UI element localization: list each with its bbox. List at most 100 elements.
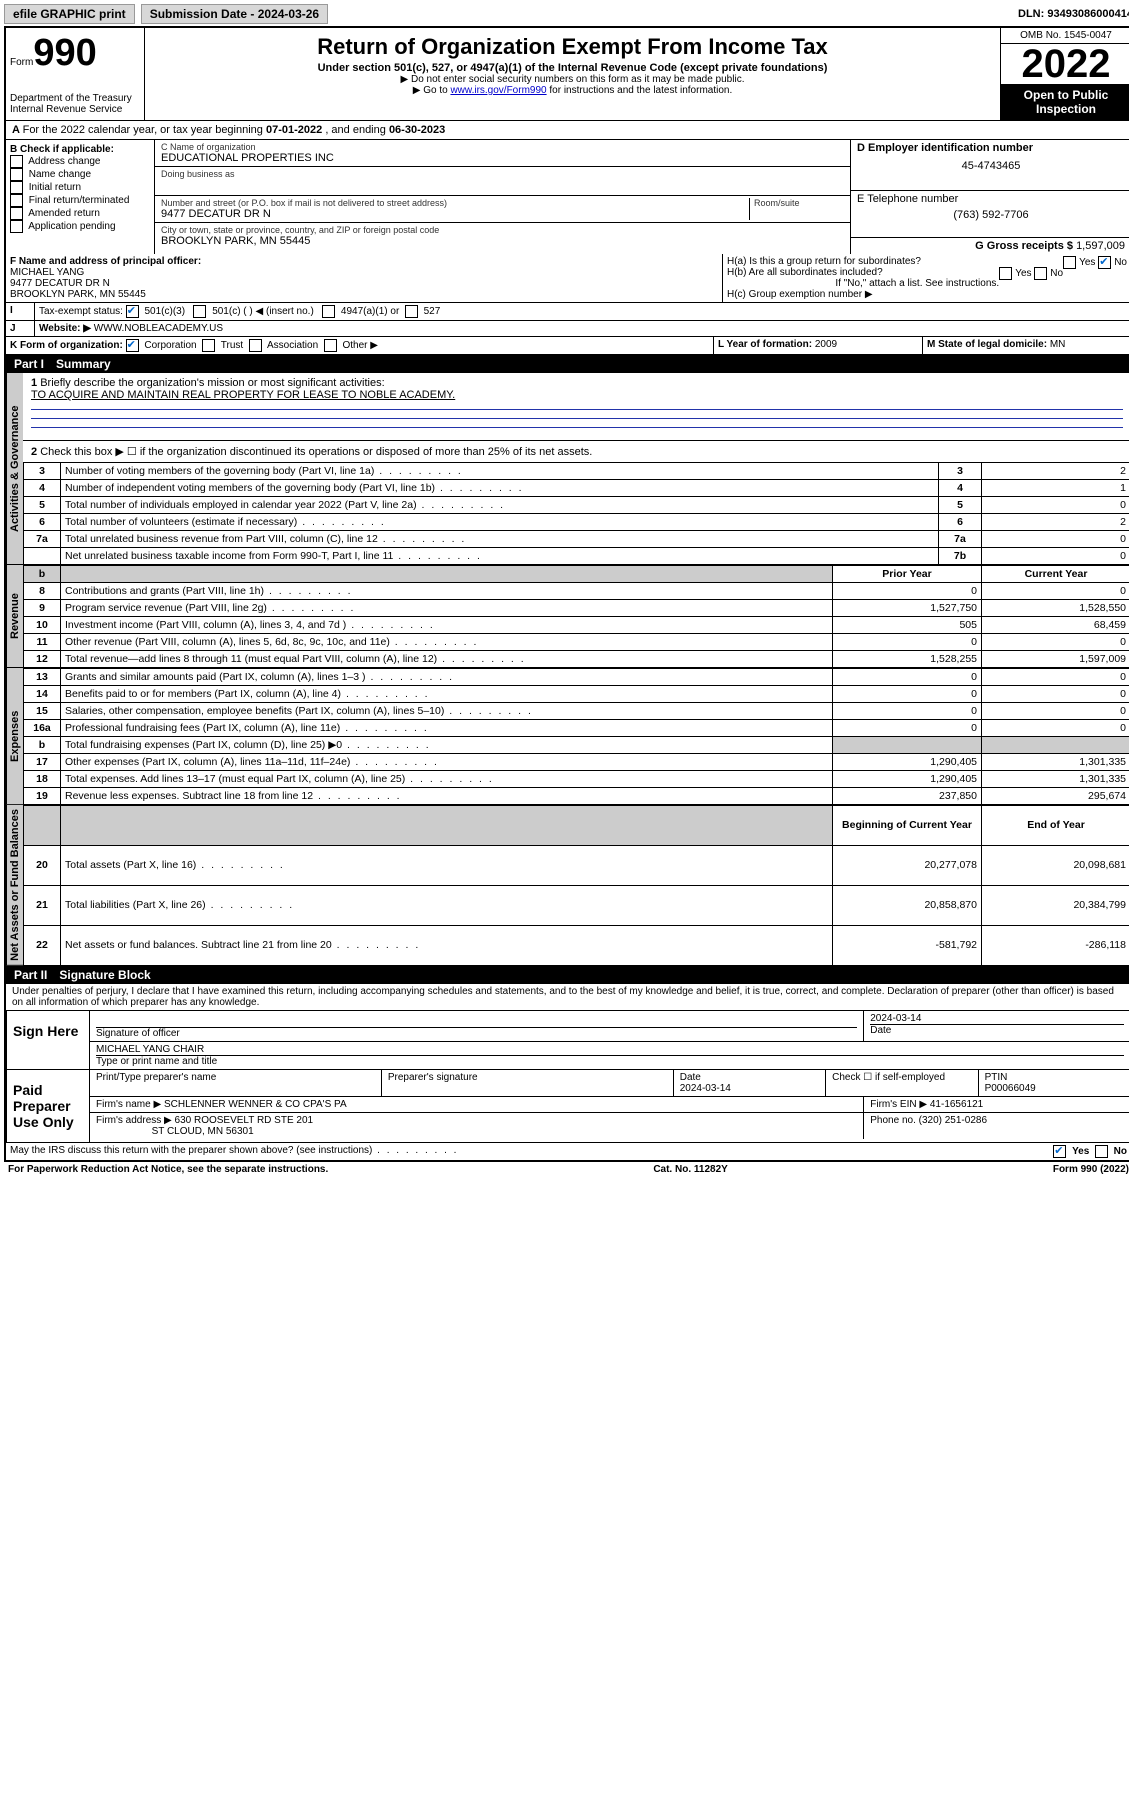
tab-gov: Activities & Governance [6,373,23,565]
table-rev: bPrior YearCurrent Year8Contributions an… [23,565,1129,668]
l-cell: L Year of formation: 2009 [714,337,923,354]
b-opt-chk[interactable] [10,207,23,220]
b-opt-chk[interactable] [10,155,23,168]
year-formation: 2009 [815,339,837,350]
b-opt-chk[interactable] [10,168,23,181]
m-label: M State of legal domicile: [927,339,1050,350]
form-no: 990 [33,32,96,74]
e-row: E Telephone number (763) 592-7706 [851,191,1129,238]
street-addr: 9477 DECATUR DR N [161,208,749,220]
ha-label: H(a) Is this a group return for subordin… [727,256,921,267]
sig-officer-cell: Signature of officer [90,1011,864,1041]
i-527-chk[interactable] [405,305,418,318]
i-o3: 4947(a)(1) or [341,306,399,317]
part1-header: Part I Summary [6,355,1129,373]
subdate: 2024-03-26 [258,7,319,21]
i-501c-chk[interactable] [193,305,206,318]
i-o4: 527 [424,306,441,317]
sig-name: MICHAEL YANG CHAIR [96,1044,1124,1056]
self-emp-chk: Check ☐ if self-employed [826,1070,978,1096]
k-other-chk[interactable] [324,339,337,352]
firm-ein-cell: Firm's EIN ▶ 41-1656121 [864,1097,1129,1112]
b-opt-chk[interactable] [10,181,23,194]
hb-label: H(b) Are all subordinates included? [727,267,883,278]
row-j: J Website: ▶ WWW.NOBLEACADEMY.US [6,321,1129,337]
may-yes: Yes [1072,1146,1089,1157]
part1-title: Summary [56,357,111,371]
org-name: EDUCATIONAL PROPERTIES INC [161,152,844,164]
hb-no-chk[interactable] [1034,267,1047,280]
b-opt-chk[interactable] [10,220,23,233]
top-bar: efile GRAPHIC print Submission Date - 20… [4,4,1129,24]
ha-no-chk[interactable] [1098,256,1111,269]
col-cd: C Name of organization EDUCATIONAL PROPE… [155,140,850,254]
row-fh: F Name and address of principal officer:… [6,254,1129,303]
a-end: 06-30-2023 [389,124,445,136]
may-text: May the IRS discuss this return with the… [10,1145,458,1156]
ha-row: H(a) Is this a group return for subordin… [727,256,1127,267]
hb-no: No [1050,268,1063,279]
dln-label: DLN: [1018,8,1047,20]
subdate-btn[interactable]: Submission Date - 2024-03-26 [141,4,328,24]
i-cell: Tax-exempt status: 501(c)(3) 501(c) ( ) … [35,303,1129,320]
c-city-row: City or town, state or province, country… [155,223,850,249]
efile-btn[interactable]: efile GRAPHIC print [4,4,135,24]
ha-yes-chk[interactable] [1063,256,1076,269]
i-o1: 501(c)(3) [144,306,185,317]
irs-link[interactable]: www.irs.gov/Form990 [450,85,546,96]
may-discuss-row: May the IRS discuss this return with the… [6,1143,1129,1160]
may-yes-chk[interactable] [1053,1145,1066,1158]
form-label: Form [10,57,33,68]
k-o1: Corporation [144,340,196,351]
tax-year: 2022 [1001,44,1129,84]
sig-date: 2024-03-14 [870,1013,1124,1024]
paid-prep-block: Paid Preparer Use Only Print/Type prepar… [6,1070,1129,1143]
prep-name-lbl: Print/Type preparer's name [90,1070,382,1096]
table-gov: 3Number of voting members of the governi… [23,462,1129,565]
summary-net: Net Assets or Fund Balances Beginning of… [6,805,1129,966]
open-public: Open to Public Inspection [1001,84,1129,120]
footer-right: Form 990 (2022) [1053,1164,1129,1175]
header-left: Form990 Department of the Treasury Inter… [6,28,145,120]
k-o2: Trust [221,340,243,351]
sig-name-cell: MICHAEL YANG CHAIR Type or print name an… [90,1042,1129,1069]
summary-exp: Expenses 13Grants and similar amounts pa… [6,668,1129,805]
sig-date-cell: 2024-03-14 Date [864,1011,1129,1041]
hb-yes: Yes [1015,268,1031,279]
sign-here-block: Sign Here Signature of officer 2024-03-1… [6,1010,1129,1070]
sign-here-label: Sign Here [7,1011,90,1069]
footer: For Paperwork Reduction Act Notice, see … [4,1162,1129,1177]
may-no-chk[interactable] [1095,1145,1108,1158]
i-4947-chk[interactable] [322,305,335,318]
a-pre: For the 2022 calendar year, or tax year … [23,124,266,136]
section-bcdefg: B Check if applicable: Address change Na… [6,140,1129,254]
q2-block: 2 Check this box ▶ ☐ if the organization… [23,441,1129,462]
q2-text: Check this box ▶ ☐ if the organization d… [40,446,592,458]
i-501c3-chk[interactable] [126,305,139,318]
b-opt-chk[interactable] [10,194,23,207]
sig-name-lbl: Type or print name and title [96,1056,1124,1067]
ptin-lbl: PTIN [985,1072,1008,1083]
hc-label: H(c) Group exemption number ▶ [727,289,1127,300]
firm-addr-lbl: Firm's address ▶ [96,1115,172,1126]
m-cell: M State of legal domicile: MN [923,337,1129,354]
a-begin: 07-01-2022 [266,124,322,136]
subtitle-3: ▶ Go to www.irs.gov/Form990 for instruct… [149,85,996,96]
section-a: A For the 2022 calendar year, or tax yea… [6,121,1129,140]
f-label: F Name and address of principal officer: [10,256,201,267]
hb-yes-chk[interactable] [999,267,1012,280]
sub3-post: for instructions and the latest informat… [547,85,733,96]
d-row: D Employer identification number 45-4743… [851,140,1129,191]
tab-exp: Expenses [6,668,23,805]
dba-label: Doing business as [161,169,844,179]
k-o3: Association [267,340,318,351]
form-header: Form990 Department of the Treasury Inter… [6,28,1129,121]
sig-officer-lbl: Signature of officer [96,1027,857,1039]
k-corp-chk[interactable] [126,339,139,352]
tab-rev: Revenue [6,565,23,668]
k-trust-chk[interactable] [202,339,215,352]
k-label: K Form of organization: [10,340,123,351]
d-label: D Employer identification number [857,142,1033,154]
summary-rev: Revenue bPrior YearCurrent Year8Contribu… [6,565,1129,668]
k-assoc-chk[interactable] [249,339,262,352]
